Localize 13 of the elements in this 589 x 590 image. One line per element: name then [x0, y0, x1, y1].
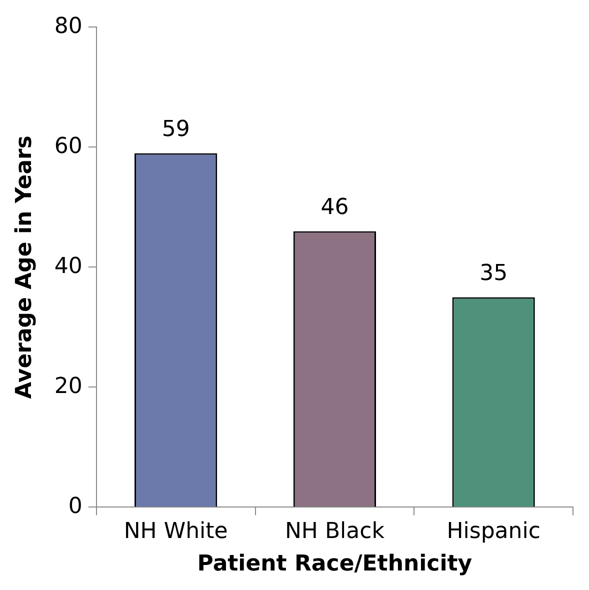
- data-label: 46: [320, 194, 349, 220]
- y-tick-label: 40: [54, 254, 82, 279]
- x-tick-label: Hispanic: [446, 519, 540, 544]
- x-tick-label: NH Black: [284, 519, 385, 544]
- data-label: 59: [162, 116, 190, 142]
- x-tick-label: NH White: [124, 519, 228, 544]
- y-tick-label: 60: [54, 134, 82, 159]
- data-label: 35: [480, 260, 508, 286]
- x-axis-title: Patient Race/Ethnicity: [197, 552, 472, 577]
- y-axis-title: Average Age in Years: [12, 136, 37, 399]
- y-tick-label: 20: [54, 374, 82, 399]
- y-tick-label: 80: [54, 14, 82, 39]
- y-tick-label: 0: [68, 494, 82, 519]
